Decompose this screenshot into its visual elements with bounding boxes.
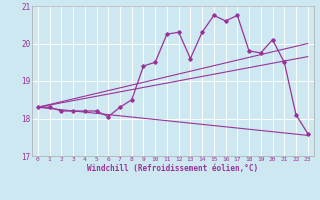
X-axis label: Windchill (Refroidissement éolien,°C): Windchill (Refroidissement éolien,°C) <box>87 164 258 173</box>
